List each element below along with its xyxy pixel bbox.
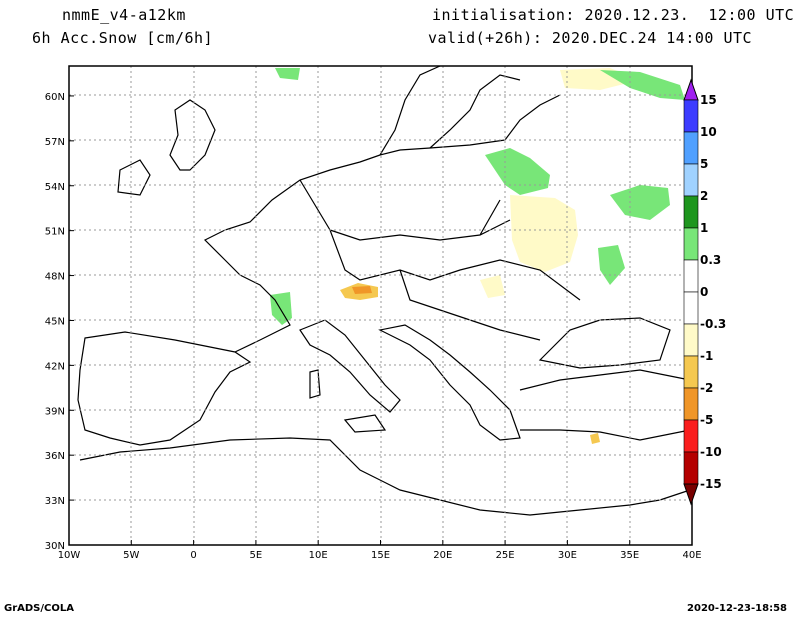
colorbar-swatch <box>683 163 699 197</box>
lat-label-36N: 36N <box>45 451 65 462</box>
colorbar-label: 0 <box>700 285 708 299</box>
lon-label-10E: 10E <box>309 550 328 561</box>
lon-label-35E: 35E <box>620 550 639 561</box>
lat-label-45N: 45N <box>45 316 65 327</box>
field-title: 6h Acc.Snow [cm/6h] <box>32 29 214 47</box>
colorbar-swatch <box>683 451 699 485</box>
colorbar-label: -10 <box>700 445 722 459</box>
latitude-labels: 30N 33N 36N 39N 42N 45N 48N 51N 54N 57N 60N <box>45 92 65 552</box>
snow-area-balkans <box>480 275 505 298</box>
colorbar-swatch <box>683 291 699 325</box>
axis-ticks <box>68 95 693 546</box>
colorbar-label: 10 <box>700 125 717 139</box>
lon-label-15E: 15E <box>371 550 390 561</box>
lat-label-51N: 51N <box>45 227 65 238</box>
lat-label-39N: 39N <box>45 406 65 417</box>
colorbar-cap-bottom <box>683 483 699 506</box>
lon-label-30E: 30E <box>558 550 577 561</box>
gridlines <box>69 66 692 545</box>
lon-label-0: 0 <box>190 550 196 561</box>
snow-green-russia <box>610 185 670 220</box>
lat-label-60N: 60N <box>45 92 65 103</box>
snow-alps-dark <box>352 286 372 294</box>
colorbar-swatch <box>683 195 699 229</box>
snow-green-scand <box>600 70 685 100</box>
colorbar-swatch <box>683 99 699 133</box>
colorbar-swatch <box>683 387 699 421</box>
colorbar-label: -2 <box>700 381 713 395</box>
lat-label-48N: 48N <box>45 272 65 283</box>
colorbar-label: 1 <box>700 221 708 235</box>
init-time: initialisation: 2020.12.23. 12:00 UTC <box>432 6 795 24</box>
snow-turkey <box>590 433 600 444</box>
render-timestamp: 2020-12-23-18:58 <box>687 603 787 614</box>
lat-label-42N: 42N <box>45 361 65 372</box>
lon-label-10W: 10W <box>58 550 81 561</box>
colorbar-label: -0.3 <box>700 317 726 331</box>
colorbar-label: 2 <box>700 189 708 203</box>
colorbar-label: -15 <box>700 477 722 491</box>
lat-label-57N: 57N <box>45 137 65 148</box>
colorbar-swatch <box>683 355 699 389</box>
lon-label-40E: 40E <box>682 550 701 561</box>
colorbar-swatch <box>683 131 699 165</box>
snow-green-ukraine <box>598 245 625 285</box>
valid-time: valid(+26h): 2020.DEC.24 14:00 UTC <box>428 29 753 47</box>
grads-credit: GrADS/COLA <box>4 603 74 614</box>
colorbar-swatch <box>683 227 699 261</box>
snow-field <box>270 68 685 444</box>
colorbar-label: -1 <box>700 349 713 363</box>
lat-label-54N: 54N <box>45 182 65 193</box>
lon-label-5E: 5E <box>250 550 263 561</box>
lat-label-33N: 33N <box>45 496 65 507</box>
colorbar-label: -5 <box>700 413 713 427</box>
lat-label-30N: 30N <box>45 541 65 552</box>
colorbar-label: 5 <box>700 157 708 171</box>
colorbar: 15 10 5 2 1 0.3 0 -0.3 -1 -2 -5 -10 -15 <box>683 78 726 506</box>
coastlines <box>77 66 691 516</box>
lon-label-5W: 5W <box>123 550 139 561</box>
colorbar-label: 0.3 <box>700 253 721 267</box>
colorbar-swatch <box>683 323 699 357</box>
colorbar-swatch <box>683 419 699 453</box>
colorbar-swatch <box>683 259 699 293</box>
longitude-labels: 10W 5W 0 5E 10E 15E 20E 25E 30E 35E 40E <box>58 550 702 561</box>
snow-green-north <box>275 68 300 80</box>
lon-label-25E: 25E <box>496 550 515 561</box>
snow-area-east-europe <box>510 195 578 272</box>
colorbar-cap-top <box>683 78 699 101</box>
model-name: nmmE_v4-a12km <box>62 6 186 24</box>
colorbar-label: 15 <box>700 93 717 107</box>
lon-label-20E: 20E <box>433 550 452 561</box>
snow-green-belarus <box>485 148 550 195</box>
